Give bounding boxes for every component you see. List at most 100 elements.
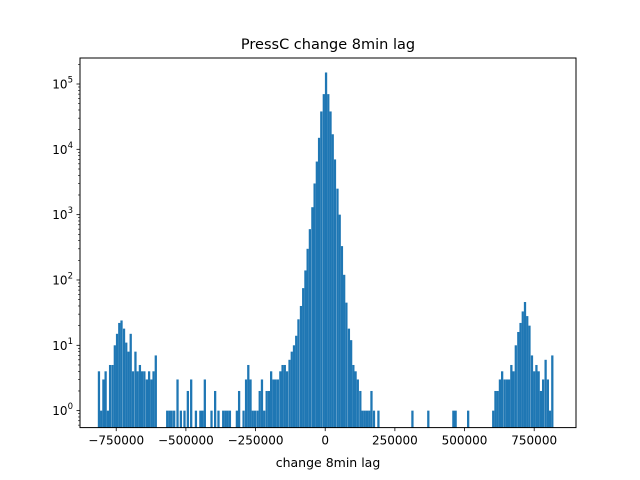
histogram-bar — [127, 351, 130, 428]
bars-layer — [97, 72, 554, 428]
histogram-bar — [272, 379, 275, 428]
histogram-bar — [113, 345, 116, 428]
histogram-bar — [190, 379, 193, 428]
axes-frame — [79, 57, 577, 429]
histogram-bar — [370, 390, 373, 428]
y-tick-label: 101 — [52, 337, 73, 353]
histogram-bar — [343, 274, 346, 428]
histogram-bar — [253, 410, 257, 428]
histogram-bar — [235, 410, 239, 428]
y-tick-label: 104 — [52, 141, 73, 157]
histogram-bar — [317, 137, 321, 428]
histogram-bar — [327, 94, 330, 428]
histogram-bar — [199, 410, 202, 428]
histogram-bar — [267, 390, 271, 428]
histogram-bar — [347, 328, 351, 428]
x-tick-label: −250000 — [228, 434, 284, 448]
histogram-bar — [340, 246, 344, 428]
histogram-bar — [134, 351, 137, 428]
histogram-bar — [256, 410, 259, 428]
histogram-bar — [512, 371, 515, 428]
histogram-bar — [365, 410, 369, 428]
histogram-bar — [152, 371, 155, 428]
histogram-bar — [349, 340, 353, 428]
histogram-bar — [226, 410, 229, 428]
histogram-bar — [292, 345, 296, 428]
histogram-bar — [108, 364, 112, 428]
histogram-bar — [122, 328, 126, 428]
histogram-bar — [454, 410, 457, 428]
histogram-bar — [281, 364, 284, 428]
histogram-bar — [519, 322, 522, 428]
y-tick-label: 105 — [52, 75, 73, 91]
histogram-bar — [329, 111, 332, 428]
histogram-bar — [331, 134, 334, 428]
histogram-bar — [526, 316, 529, 428]
x-tick-label: 750000 — [511, 434, 557, 448]
histogram-bar — [356, 379, 359, 428]
histogram-bar — [541, 379, 545, 428]
histogram-bar — [306, 248, 309, 428]
histogram-bar — [194, 410, 198, 428]
histogram-bar — [244, 379, 248, 428]
histogram-bar — [311, 207, 314, 428]
histogram-bar — [411, 410, 414, 428]
histogram-bar — [288, 359, 291, 428]
histogram-bar — [467, 410, 470, 428]
histogram-bar — [143, 371, 146, 428]
y-ticks: 100 101 102 103 104 105 — [52, 64, 80, 426]
histogram-bar — [372, 410, 376, 428]
histogram-bar — [308, 229, 312, 428]
histogram-bar — [507, 379, 511, 428]
histogram-bar — [129, 333, 132, 428]
histogram-bar — [517, 331, 520, 428]
y-tick-label: 103 — [52, 206, 73, 222]
histogram-bar — [521, 311, 524, 428]
histogram-bar — [170, 410, 173, 428]
histogram-bar — [498, 379, 502, 428]
chart-title: PressC change 8min lag — [241, 37, 415, 53]
histogram-bar — [377, 410, 380, 428]
histogram-bar — [120, 320, 123, 428]
y-tick-label: 100 — [52, 402, 73, 418]
histogram-bar — [352, 364, 355, 428]
histogram-bar — [295, 335, 298, 428]
histogram-bar — [102, 379, 105, 428]
x-axis-label: change 8min lag — [276, 455, 381, 470]
histogram-bar — [503, 379, 506, 428]
histogram-bar — [115, 333, 119, 428]
histogram-bar — [537, 371, 540, 428]
histogram-bar — [237, 390, 241, 428]
histogram-bar — [285, 371, 289, 428]
histogram-bar — [274, 379, 277, 428]
histogram-bar — [224, 410, 227, 428]
histogram-bar — [203, 379, 206, 428]
histogram-bar — [354, 371, 357, 428]
histogram-bar — [546, 379, 549, 428]
histogram-bar — [154, 355, 157, 428]
histogram-bar — [299, 305, 303, 428]
histogram-bar — [533, 371, 536, 428]
histogram-bar — [279, 371, 282, 428]
histogram-bar — [345, 302, 348, 428]
histogram-bar — [539, 390, 543, 428]
histogram-bar — [324, 72, 328, 428]
histogram-bar — [106, 410, 109, 428]
histogram-bar — [368, 410, 371, 428]
histogram-bar — [249, 379, 252, 428]
histogram-bar — [313, 183, 316, 428]
histogram-bar — [336, 188, 339, 428]
histogram-bar — [496, 390, 499, 428]
histogram-bar — [514, 345, 517, 428]
histogram-bar — [173, 410, 176, 428]
histogram-bar — [270, 371, 273, 428]
histogram-bar — [427, 410, 430, 428]
histogram-bar — [333, 159, 337, 428]
histogram-bar — [145, 379, 149, 428]
x-tick-label: −750000 — [88, 434, 144, 448]
histogram-bar — [214, 390, 217, 428]
x-tick-label: 0 — [321, 434, 329, 448]
histogram-bar — [505, 379, 509, 428]
histogram-bar — [263, 410, 266, 428]
